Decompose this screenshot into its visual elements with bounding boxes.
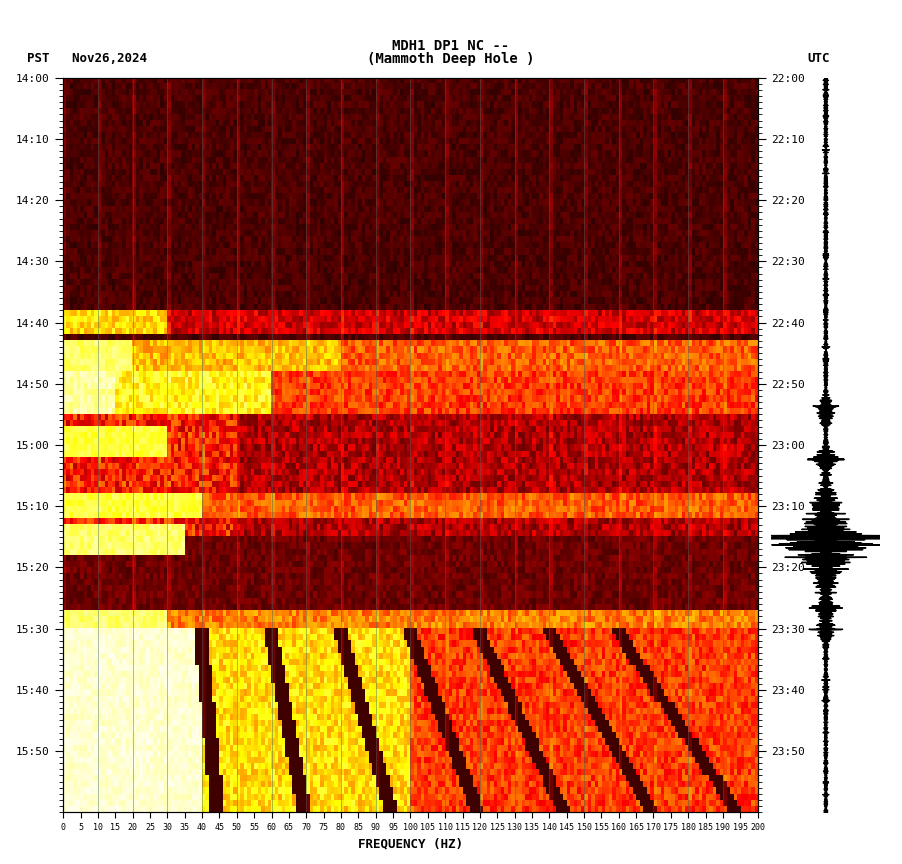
Text: UTC: UTC — [807, 52, 830, 65]
Text: MDH1 DP1 NC --: MDH1 DP1 NC -- — [392, 39, 510, 53]
Text: (Mammoth Deep Hole ): (Mammoth Deep Hole ) — [367, 52, 535, 66]
Text: PST   Nov26,2024: PST Nov26,2024 — [27, 52, 147, 65]
X-axis label: FREQUENCY (HZ): FREQUENCY (HZ) — [358, 837, 463, 850]
